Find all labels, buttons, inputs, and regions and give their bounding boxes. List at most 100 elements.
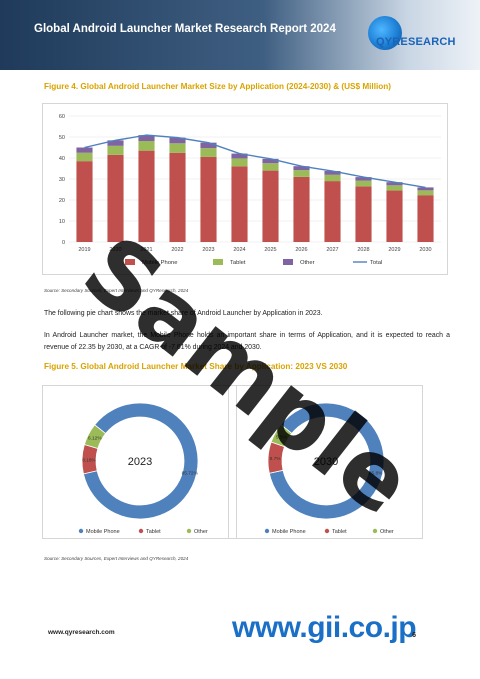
bar-mobile-phone (76, 161, 93, 242)
bar-tablet (231, 158, 248, 167)
bar-tablet (417, 190, 434, 196)
legend-dot (324, 528, 330, 534)
x-tick-label: 2020 (109, 247, 121, 253)
bar-other (386, 182, 403, 186)
bar-other (355, 177, 372, 181)
legend-dot (78, 528, 84, 534)
bar-tablet (76, 152, 93, 162)
bar-tablet (293, 170, 310, 177)
logo-text: QYRESEARCH (376, 36, 456, 48)
report-header: Global Android Launcher Market Research … (0, 0, 480, 70)
x-tick-label: 2021 (140, 247, 152, 253)
site-watermark: www.gii.co.jp6 (232, 611, 417, 645)
legend-label: Total (370, 260, 382, 266)
y-tick-label: 60 (59, 114, 65, 120)
bar-mobile-phone (293, 176, 310, 242)
bar-mobile-phone (355, 186, 372, 242)
x-tick-label: 2028 (357, 247, 369, 253)
bar-tablet (355, 180, 372, 187)
legend-swatch (213, 259, 223, 265)
source-note-2: Source: Secondary Sources, Expert Interv… (44, 556, 189, 561)
legend-dot (264, 528, 270, 534)
globe-icon (368, 16, 402, 50)
bar-other (169, 137, 186, 144)
bar-tablet (262, 163, 279, 171)
bar-other (200, 142, 217, 149)
bar-mobile-phone (138, 150, 155, 242)
y-tick-label: 10 (59, 219, 65, 225)
slice-other (83, 424, 107, 449)
bar-other (107, 140, 124, 146)
bar-other (262, 158, 279, 164)
bar-other (231, 153, 248, 159)
legend-label: Tablet (146, 529, 161, 535)
x-tick-label: 2027 (326, 247, 338, 253)
legend-dot (186, 528, 192, 534)
bar-other (324, 171, 341, 175)
donut-center-label: 2023 (128, 456, 152, 468)
bar-other (417, 187, 434, 191)
qyresearch-logo: QYRESEARCH (362, 14, 462, 54)
x-tick-label: 2026 (295, 247, 307, 253)
bar-other (138, 135, 155, 141)
x-tick-label: 2024 (233, 247, 245, 253)
paragraph-analysis: In Android Launcher market, the Mobile P… (44, 332, 450, 351)
bar-mobile-phone (231, 166, 248, 242)
slice-value-label: 8.7% (270, 456, 282, 462)
x-tick-label: 2023 (202, 247, 214, 253)
y-tick-label: 30 (59, 177, 65, 183)
legend-label: Mobile Phone (86, 529, 120, 535)
donut-chart-2023: 85.72% 8.16% 6.12% 2023 Mobile Phone Tablet Ot… (78, 402, 208, 535)
donut-center-label: 2030 (314, 456, 338, 468)
slice-value-label: 6.12% (88, 435, 102, 441)
x-tick-label: 2019 (78, 247, 90, 253)
x-tick-label: 2022 (171, 247, 183, 253)
slice-value-label: 85.8% (369, 471, 383, 477)
legend-swatch (283, 259, 293, 265)
bar-mobile-phone (417, 195, 434, 242)
x-tick-label: 2025 (264, 247, 276, 253)
donut-chart-2030: 85.8% 8.7% 5.5% 2030 Mobile Phone Tablet Other (264, 402, 394, 535)
total-line (84, 134, 426, 189)
legend-swatch (125, 259, 135, 265)
slice-other (270, 424, 293, 448)
slice-value-label: 5.5% (276, 434, 288, 440)
bar-tablet (169, 143, 186, 153)
bar-other (76, 147, 93, 153)
figure-4-title: Figure 4. Global Android Launcher Market… (44, 82, 391, 91)
legend-label: Mobile Phone (272, 529, 306, 535)
legend-label: Tablet (332, 529, 347, 535)
legend-label: Other (194, 529, 208, 535)
bar-tablet (107, 145, 124, 155)
bar-tablet (324, 174, 341, 182)
pie-chart-2023-container: 85.72% 8.16% 6.12% 2023 Mobile Phone Tablet Ot… (42, 385, 237, 539)
paragraph-intro: The following pie chart shows the market… (44, 310, 323, 317)
legend-dot (138, 528, 144, 534)
slice-value-label: 85.72% (182, 470, 199, 476)
bar-mobile-phone (200, 156, 217, 242)
bar-other (293, 166, 310, 171)
x-tick-label: 2029 (388, 247, 400, 253)
figure-5-title: Figure 5. Global Android Launcher Market… (44, 362, 348, 371)
bar-mobile-phone (169, 152, 186, 242)
y-tick-label: 0 (62, 240, 65, 246)
source-note: Source: Secondary Sources, Expert Interv… (44, 288, 189, 293)
slice-value-label: 8.16% (82, 457, 96, 463)
bar-mobile-phone (262, 170, 279, 242)
legend-label: Other (380, 529, 394, 535)
bar-mobile-phone (386, 190, 403, 242)
bar-tablet (138, 140, 155, 151)
site-watermark-text: www.gii.co.jp (232, 611, 417, 644)
y-tick-label: 20 (59, 198, 65, 204)
page-number: 6 (412, 632, 416, 639)
slice-mobile-phone (82, 402, 199, 520)
y-tick-label: 50 (59, 135, 65, 141)
slice-mobile-phone (268, 402, 385, 520)
footer-url: www.qyresearch.com (48, 629, 115, 636)
bar-chart-container: 0 10 20 30 40 50 60 2019 2020 2021 2022 2023 2024 202… (42, 103, 448, 275)
bar-tablet (200, 148, 217, 157)
y-tick-label: 40 (59, 156, 65, 162)
x-tick-label: 2030 (419, 247, 431, 253)
bar-mobile-phone (107, 154, 124, 242)
